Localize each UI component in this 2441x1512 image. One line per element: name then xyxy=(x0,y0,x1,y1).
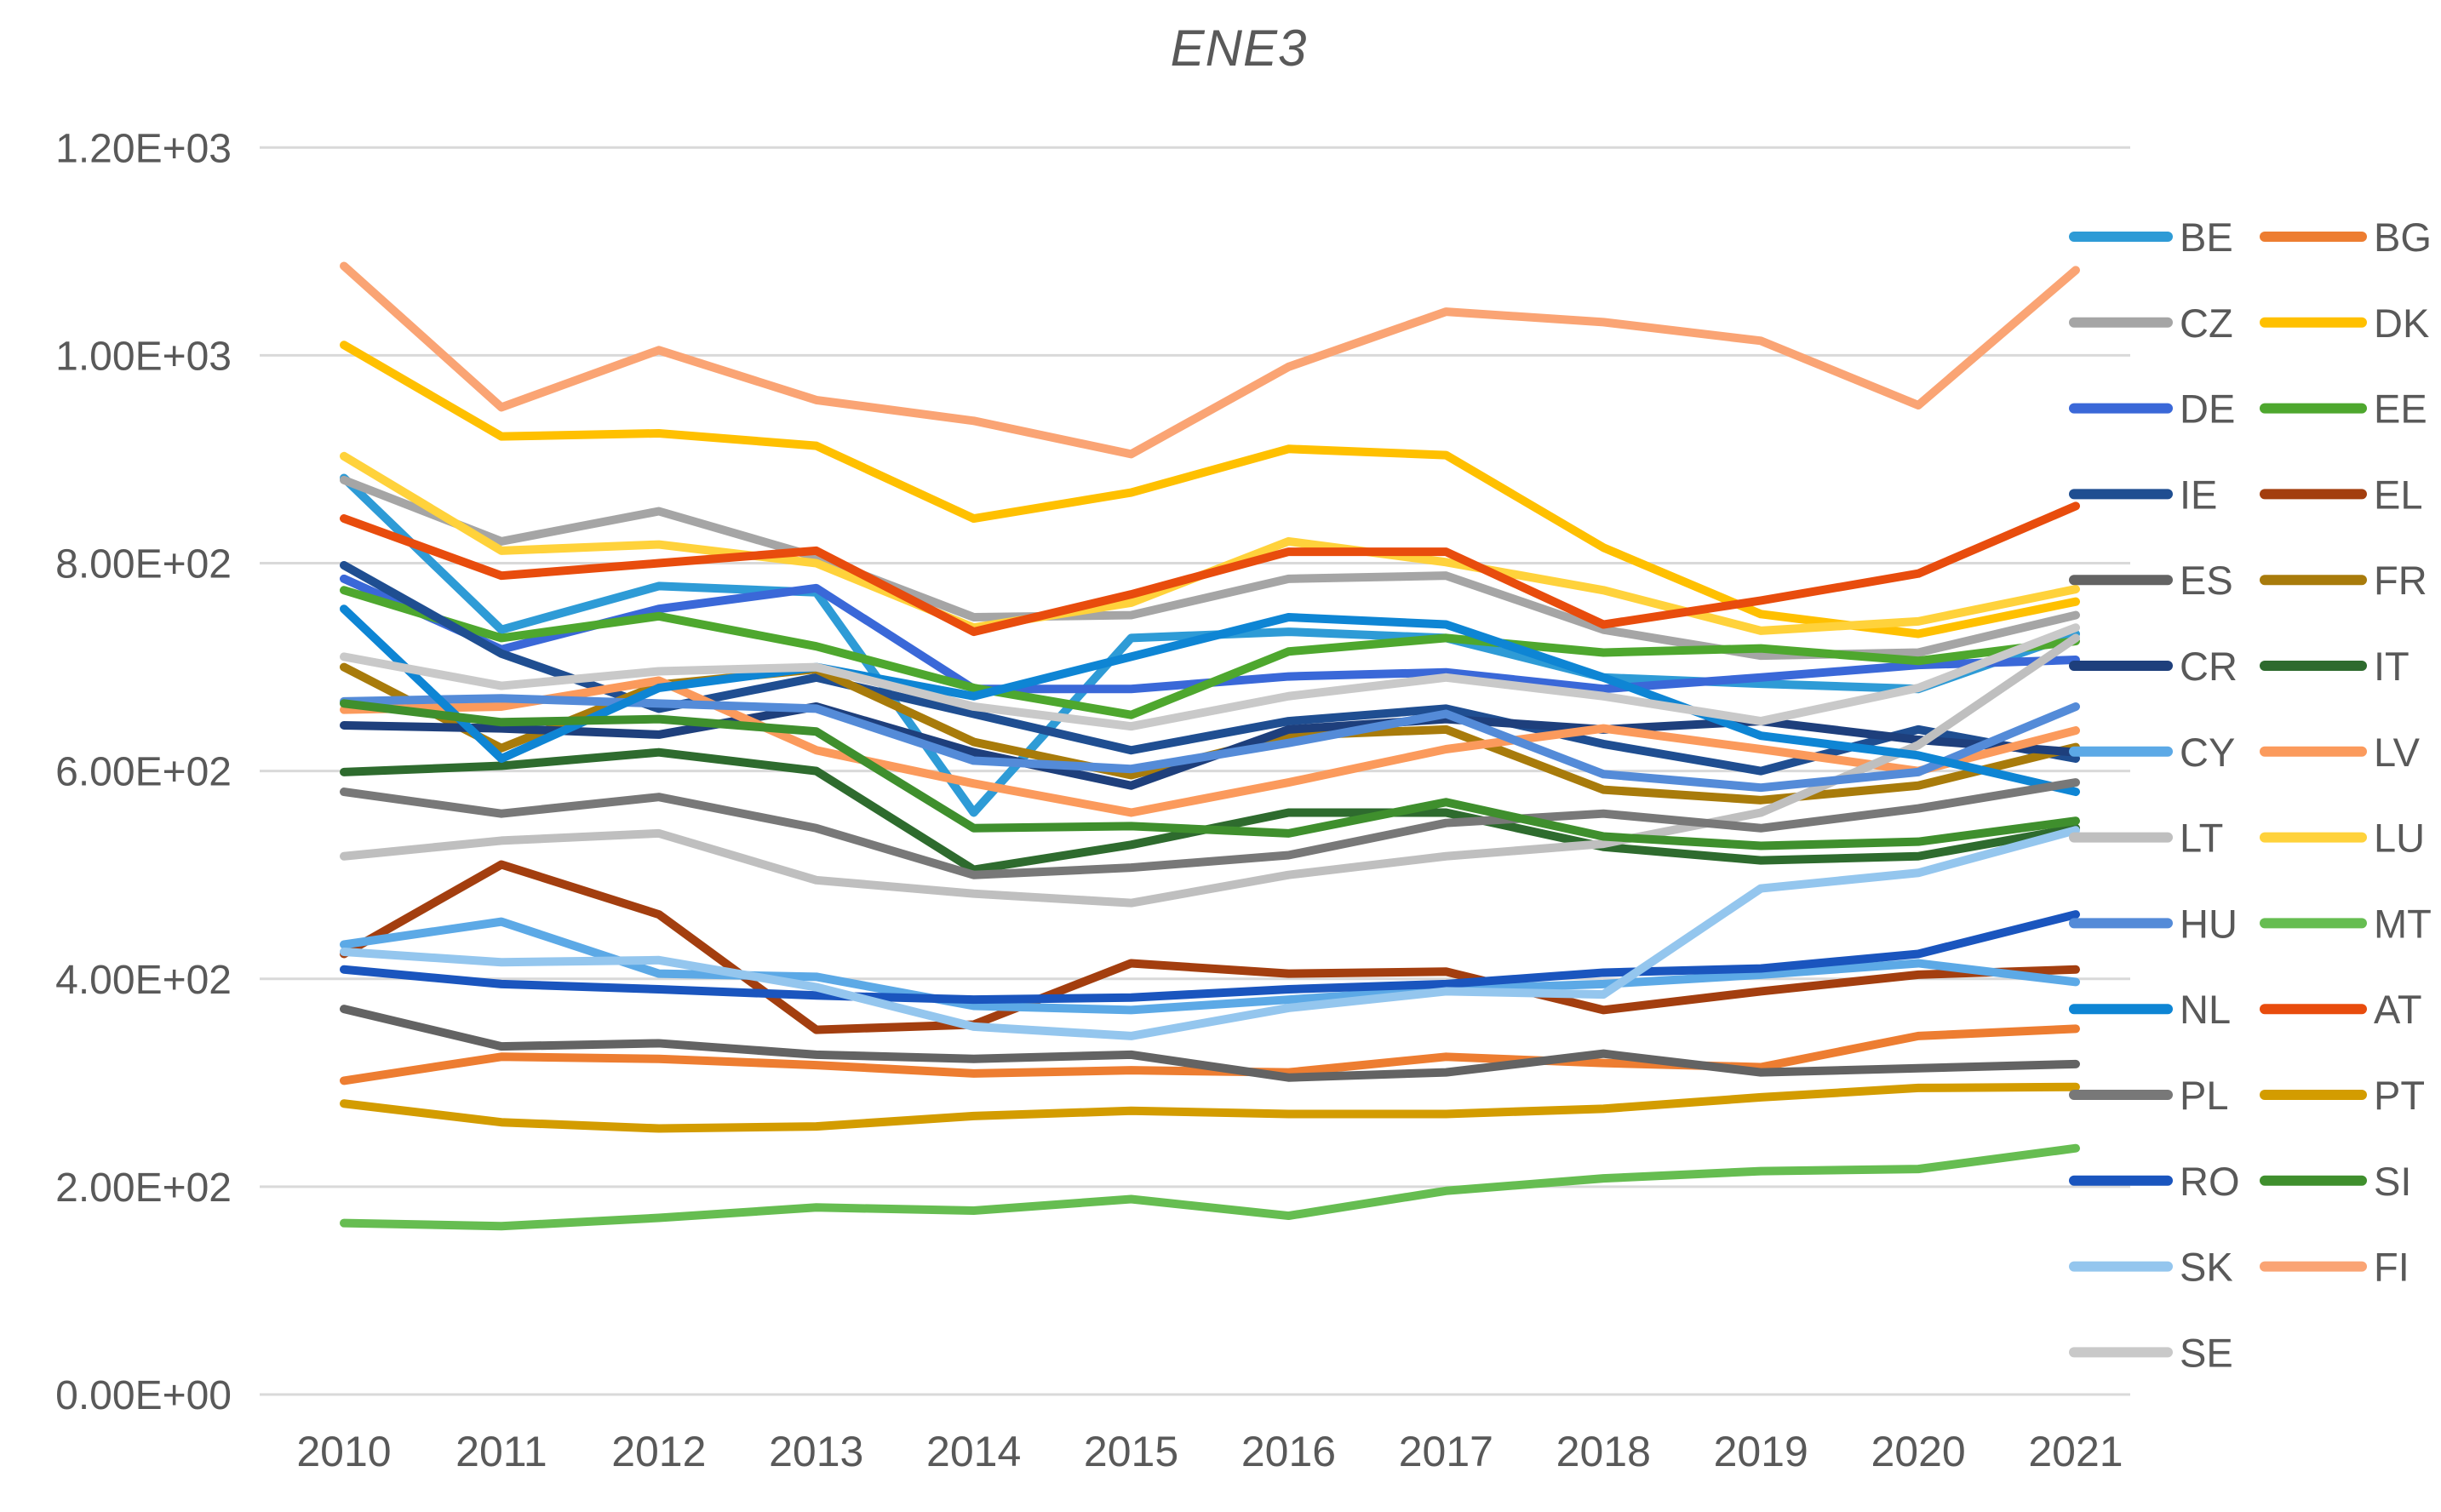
legend-item-RO: RO xyxy=(2069,1159,2240,1204)
legend-item-NL: NL xyxy=(2069,987,2231,1032)
legend-item-CY: CY xyxy=(2069,730,2235,775)
legend-label-CR: CR xyxy=(2180,644,2238,689)
legend-label-LT: LT xyxy=(2180,816,2223,861)
legend-item-LT: LT xyxy=(2069,816,2223,861)
x-axis-tick-label-2013: 2013 xyxy=(769,1428,863,1475)
legend-label-LU: LU xyxy=(2374,816,2425,861)
x-axis-tick-label-2017: 2017 xyxy=(1399,1428,1493,1475)
x-axis-tick-label-2021: 2021 xyxy=(2028,1428,2123,1475)
legend-label-CY: CY xyxy=(2180,730,2235,775)
series-line-FI xyxy=(340,261,2080,459)
legend-item-SE: SE xyxy=(2069,1330,2233,1375)
series-line-SK xyxy=(340,826,2080,1040)
series-line-EL xyxy=(340,860,2080,1034)
series-line-NL xyxy=(340,604,2080,797)
series-line-MT xyxy=(340,1143,2080,1231)
legend-item-BG: BG xyxy=(2260,215,2432,260)
legend-item-CZ: CZ xyxy=(2069,301,2233,346)
series-line-SE xyxy=(340,623,2080,731)
legend-label-BE: BE xyxy=(2180,215,2233,260)
legend-item-IT: IT xyxy=(2260,644,2409,689)
x-axis-tick-label-2018: 2018 xyxy=(1556,1428,1651,1475)
series-line-BE xyxy=(340,473,2080,817)
legend-label-DE: DE xyxy=(2180,387,2235,432)
series-line-PT xyxy=(340,1082,2080,1133)
legend-item-ES: ES xyxy=(2069,558,2233,603)
legend-item-DK: DK xyxy=(2260,301,2429,346)
series-line-CY xyxy=(340,917,2080,1015)
legend-label-PT: PT xyxy=(2374,1073,2425,1118)
y-axis-tick-label: 6.00E+02 xyxy=(55,750,232,795)
legend-item-EL: EL xyxy=(2260,472,2423,517)
legend-item-PT: PT xyxy=(2260,1073,2425,1118)
legend-label-EE: EE xyxy=(2374,387,2427,432)
x-axis-tick-label-2019: 2019 xyxy=(1714,1428,1808,1475)
y-axis-tick-label: 2.00E+02 xyxy=(55,1166,232,1211)
legend-item-IE: IE xyxy=(2069,472,2217,517)
y-axis-tick-label: 8.00E+02 xyxy=(55,542,232,587)
legend-label-BG: BG xyxy=(2374,215,2432,260)
series-line-LV xyxy=(340,676,2080,817)
x-axis-tick-label-2012: 2012 xyxy=(611,1428,706,1475)
y-axis-tick-label: 1.20E+03 xyxy=(55,126,232,171)
legend-label-MT: MT xyxy=(2374,901,2432,946)
legend-item-LU: LU xyxy=(2260,816,2425,861)
y-axis-tick-label: 1.00E+03 xyxy=(55,334,232,379)
series-line-LT xyxy=(340,633,2080,908)
legend-item-CR: CR xyxy=(2069,644,2238,689)
series-line-DK xyxy=(340,341,2080,639)
x-axis-tick-label-2020: 2020 xyxy=(1871,1428,1965,1475)
series-line-SI xyxy=(340,699,2080,850)
legend-label-NL: NL xyxy=(2180,987,2231,1032)
series-line-PL xyxy=(340,778,2080,879)
chart-title: ENE3 xyxy=(1170,20,1308,77)
legend-label-FR: FR xyxy=(2374,558,2427,603)
legend-item-SK: SK xyxy=(2069,1245,2233,1290)
series-line-EE xyxy=(340,586,2080,719)
legend-item-AT: AT xyxy=(2260,987,2422,1032)
series-line-AT xyxy=(340,501,2080,637)
legend-label-LV: LV xyxy=(2374,730,2421,775)
legend-item-SI: SI xyxy=(2260,1159,2411,1204)
x-axis-tick-label-2015: 2015 xyxy=(1084,1428,1178,1475)
legend-item-LV: LV xyxy=(2260,730,2421,775)
legend-label-PL: PL xyxy=(2180,1073,2229,1118)
legend-label-HU: HU xyxy=(2180,901,2238,946)
series-line-RO xyxy=(340,910,2080,1005)
series-line-CZ xyxy=(340,475,2080,661)
legend-label-SK: SK xyxy=(2180,1245,2233,1290)
legend-label-CZ: CZ xyxy=(2180,301,2233,346)
legend-label-EL: EL xyxy=(2374,472,2423,517)
x-axis-tick-label-2014: 2014 xyxy=(926,1428,1021,1475)
legend-label-RO: RO xyxy=(2180,1159,2240,1204)
legend-label-ES: ES xyxy=(2180,558,2233,603)
legend-label-IT: IT xyxy=(2374,644,2409,689)
legend-item-HU: HU xyxy=(2069,901,2238,946)
x-axis-tick-label-2016: 2016 xyxy=(1241,1428,1336,1475)
legend-item-FI: FI xyxy=(2260,1245,2409,1290)
y-axis-tick-label: 4.00E+02 xyxy=(55,958,232,1003)
legend-item-DE: DE xyxy=(2069,387,2235,432)
legend-item-PL: PL xyxy=(2069,1073,2229,1118)
series-line-BG xyxy=(340,1024,2080,1085)
x-axis-tick-label-2011: 2011 xyxy=(456,1428,547,1475)
legend-item-BE: BE xyxy=(2069,215,2233,260)
legend-label-SE: SE xyxy=(2180,1330,2233,1375)
series-line-ES xyxy=(340,1005,2080,1082)
x-axis-tick-label-2010: 2010 xyxy=(296,1428,391,1475)
legend-label-IE: IE xyxy=(2180,472,2217,517)
legend-label-AT: AT xyxy=(2374,987,2422,1032)
legend-item-EE: EE xyxy=(2260,387,2427,432)
legend-label-DK: DK xyxy=(2374,301,2429,346)
legend-item-FR: FR xyxy=(2260,558,2427,603)
legend-label-SI: SI xyxy=(2374,1159,2411,1204)
legend-label-FI: FI xyxy=(2374,1245,2409,1290)
y-axis-tick-label: 0.00E+00 xyxy=(55,1373,232,1418)
legend-item-MT: MT xyxy=(2260,901,2432,946)
